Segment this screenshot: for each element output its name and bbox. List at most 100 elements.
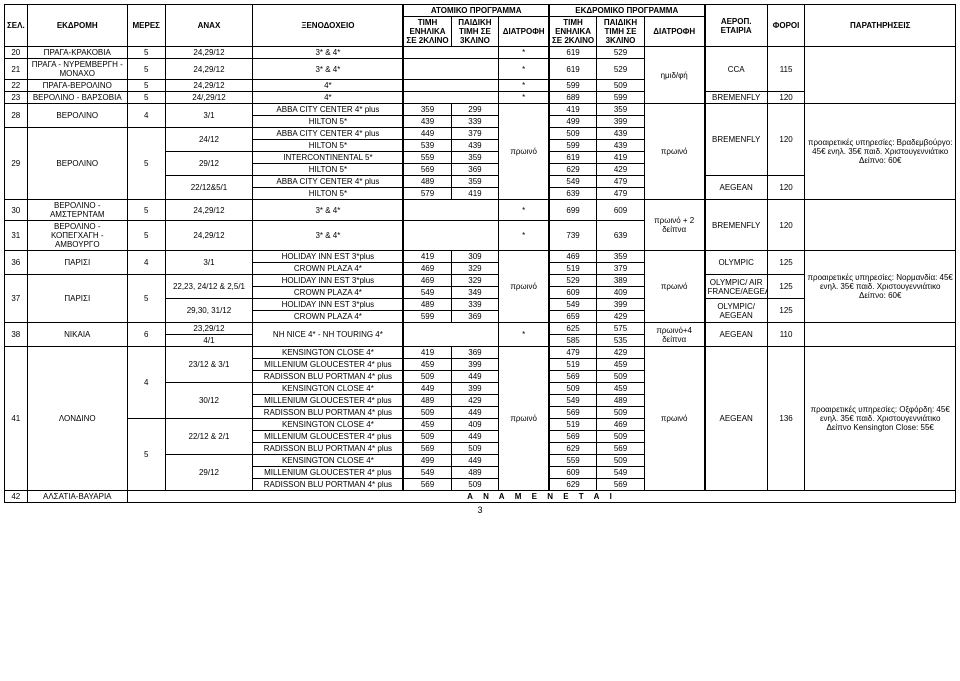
page-number: 3 [4, 505, 956, 515]
cell: 369 [451, 311, 499, 323]
cell: 439 [403, 116, 451, 128]
cell: ΠΡΑΓΑ-ΚΡΑΚΟΒΙΑ [27, 47, 127, 59]
cell: 23/12 & 3/1 [165, 347, 253, 383]
cell: 359 [403, 104, 451, 116]
cell: 359 [451, 152, 499, 164]
cell: 549 [549, 299, 597, 311]
cell: 619 [549, 59, 597, 80]
cell: KENSINGTON CLOSE 4* [253, 347, 404, 359]
col-hotel: ΞΕΝΟΔΟΧΕΙΟ [253, 5, 404, 47]
cell: 429 [597, 164, 645, 176]
cell: 625 [549, 323, 597, 335]
cell: 359 [597, 104, 645, 116]
cell: 24,29/12 [165, 59, 253, 80]
cell: NH NICE 4* - NH TOURING 4* [253, 323, 404, 347]
cell: 22/12 & 2/1 [165, 419, 253, 455]
cell: KENSINGTON CLOSE 4* [253, 455, 404, 467]
col-tax: ΦΟΡΟΙ [767, 5, 805, 47]
table-row: 41 ΛΟΝΔΙΝΟ 4 23/12 & 3/1 KENSINGTON CLOS… [5, 347, 956, 359]
cell: 399 [451, 359, 499, 371]
cell: 329 [451, 275, 499, 287]
col-meals-2: ΔΙΑΤΡΟΦΗ [644, 17, 704, 47]
cell: 379 [597, 263, 645, 275]
cell: 739 [549, 221, 597, 251]
cell: 549 [549, 176, 597, 188]
cell: 42 [5, 491, 28, 503]
cell: 599 [549, 80, 597, 92]
cell: 115 [767, 47, 805, 92]
cell: 509 [403, 371, 451, 383]
col-meals-1: ΔΙΑΤΡΟΦΗ [499, 17, 549, 47]
cell: 3* & 4* [253, 47, 404, 59]
cell: ABBA CITY CENTER 4* plus [253, 176, 404, 188]
cell: HILTON 5* [253, 140, 404, 152]
cell: KENSINGTON CLOSE 4* [253, 383, 404, 395]
cell: HILTON 5* [253, 116, 404, 128]
cell: ημιδ/φή [644, 47, 704, 104]
cell: πρωινό [499, 104, 549, 200]
cell: RADISSON BLU PORTMAN 4* plus [253, 443, 404, 455]
cell: 509 [597, 80, 645, 92]
cell: 24/,29/12 [165, 92, 253, 104]
cell: 429 [451, 395, 499, 407]
cell: 24,29/12 [165, 80, 253, 92]
cell: 549 [403, 467, 451, 479]
header-row-1: ΣΕΛ. ΕΚΔΡΟΜΗ ΜΕΡΕΣ ΑΝΑΧ ΞΕΝΟΔΟΧΕΙΟ ΑΤΟΜΙ… [5, 5, 956, 17]
cell: ΒΕΡΟΛΙΝΟ - ΚΟΠΕΓΧΑΓΗ - ΑΜΒΟΥΡΓΟ [27, 221, 127, 251]
table-row: 30 ΒΕΡΟΛΙΝΟ - ΑΜΣΤΕΡΝΤΑΜ 5 24,29/12 3* &… [5, 200, 956, 221]
cell: 4/1 [165, 335, 253, 347]
col-meres: ΜΕΡΕΣ [127, 5, 165, 47]
cell: 489 [597, 395, 645, 407]
cell: BREMENFLY [705, 200, 768, 251]
cell: 3/1 [165, 251, 253, 275]
cell: 22,23, 24/12 & 2,5/1 [165, 275, 253, 299]
cell: 509 [403, 407, 451, 419]
cell: 509 [597, 371, 645, 383]
cell: 339 [451, 116, 499, 128]
cell: 599 [549, 140, 597, 152]
cell: 5 [127, 200, 165, 221]
cell: OLYMPIC [705, 251, 768, 275]
cell: 29 [5, 128, 28, 200]
cell: 569 [403, 479, 451, 491]
cell: 479 [597, 188, 645, 200]
table-row: 20 ΠΡΑΓΑ-ΚΡΑΚΟΒΙΑ 5 24,29/12 3* & 4* * 6… [5, 47, 956, 59]
cell: 30 [5, 200, 28, 221]
cell: * [499, 200, 549, 221]
cell: AEGEAN [705, 176, 768, 200]
cell: 369 [451, 164, 499, 176]
cell: 379 [451, 128, 499, 140]
cell: 4* [253, 80, 404, 92]
cell: 459 [403, 419, 451, 431]
cell: 5 [127, 80, 165, 92]
cell [403, 92, 498, 104]
cell: 439 [451, 140, 499, 152]
cell: 30/12 [165, 383, 253, 419]
cell: ΝΙΚΑΙΑ [27, 323, 127, 347]
cell: 439 [597, 128, 645, 140]
cell: 569 [597, 443, 645, 455]
cell: BREMENFLY [705, 104, 768, 176]
cell: 575 [597, 323, 645, 335]
cell: 4 [127, 347, 165, 419]
cell: 639 [597, 221, 645, 251]
cell: 619 [549, 152, 597, 164]
cell: 489 [451, 467, 499, 479]
cell: 609 [549, 287, 597, 299]
cell: 459 [403, 359, 451, 371]
cell: * [499, 323, 549, 347]
cell: 5 [127, 59, 165, 80]
cell: 689 [549, 92, 597, 104]
table-row: 42 ΑΛΣΑΤΙΑ-ΒΑΥΑΡΙΑ Α Ν Α Μ Ε Ν Ε Τ Α Ι [5, 491, 956, 503]
cell: 449 [451, 371, 499, 383]
cell: 339 [451, 299, 499, 311]
cell: 629 [549, 443, 597, 455]
cell: 349 [451, 287, 499, 299]
cell: 535 [597, 335, 645, 347]
cell: RADISSON BLU PORTMAN 4* plus [253, 371, 404, 383]
cell: 22 [5, 80, 28, 92]
cell: 509 [549, 383, 597, 395]
cell: ΠΑΡΙΣΙ [27, 251, 127, 275]
cell: RADISSON BLU PORTMAN 4* plus [253, 407, 404, 419]
cell [805, 47, 956, 104]
